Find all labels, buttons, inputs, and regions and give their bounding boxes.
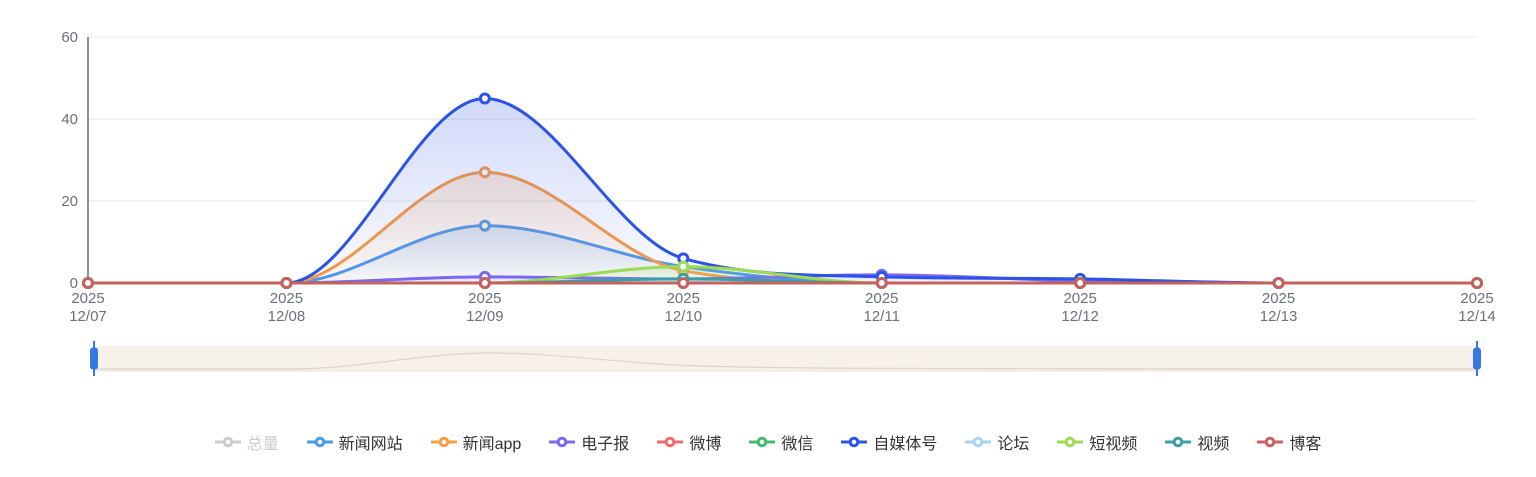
datazoom-right-handle[interactable]: [1473, 347, 1481, 370]
legend-line-icon: [749, 436, 776, 448]
legend-item-0[interactable]: 总量: [214, 430, 279, 454]
series-line-6: [86, 96, 1479, 285]
legend-item-3[interactable]: 电子报: [549, 430, 629, 454]
series-area-2: [88, 172, 1477, 283]
legend-label: 论坛: [997, 436, 1030, 453]
series-line-2: [86, 170, 1479, 285]
legend-label: 视频: [1197, 436, 1230, 453]
series-point-10[interactable]: [1272, 277, 1285, 289]
legend-label: 短视频: [1089, 436, 1138, 453]
series-area-6: [88, 98, 1477, 283]
x-tick-label: 2025 12/13: [1260, 290, 1298, 325]
legend-label: 微博: [689, 436, 722, 453]
legend-item-4[interactable]: 微博: [657, 430, 721, 454]
legend-line-icon: [430, 436, 457, 448]
legend-item-5[interactable]: 微信: [749, 430, 813, 454]
y-tick-label: 0: [70, 275, 78, 292]
series-point-8[interactable]: [677, 260, 690, 273]
series-point-10[interactable]: [875, 277, 888, 289]
legend-label: 博客: [1289, 436, 1322, 453]
series-point-6[interactable]: [478, 92, 491, 105]
legend-line-icon: [657, 436, 684, 448]
legend-line-icon: [965, 436, 992, 448]
legend-label: 新闻网站: [338, 436, 403, 453]
chart-legend: 总量 新闻网站 新闻app 电子报 微博 微信 自媒体号 论坛 短视频 视频 博客: [0, 426, 1536, 458]
y-tick-label: 20: [61, 193, 78, 210]
legend-item-6[interactable]: 自媒体号: [841, 430, 937, 454]
series-point-10[interactable]: [82, 277, 94, 289]
legend-line-icon: [306, 436, 333, 448]
x-tick-label: 2025 12/10: [665, 290, 703, 325]
x-tick-label: 2025 12/14: [1458, 290, 1496, 325]
legend-line-icon: [841, 436, 868, 448]
legend-item-8[interactable]: 短视频: [1057, 430, 1137, 454]
legend-line-icon: [214, 436, 241, 448]
y-tick-label: 40: [61, 111, 78, 128]
legend-label: 电子报: [581, 436, 630, 453]
legend-label: 自媒体号: [873, 436, 938, 453]
chart-canvas: 0 20 40 60 2025 12/07 2025 12/08 2025 12/09 2025 12…: [61, 29, 1496, 376]
legend-line-icon: [1257, 436, 1284, 448]
series-point-10[interactable]: [478, 277, 491, 289]
datazoom-track[interactable]: [94, 346, 1477, 371]
legend-line-icon: [1057, 436, 1084, 448]
legend-item-10[interactable]: 博客: [1257, 430, 1321, 454]
datazoom-left-handle[interactable]: [90, 347, 98, 370]
legend-line-icon: [549, 436, 576, 448]
legend-label: 新闻app: [462, 436, 522, 453]
datazoom-shadow: [94, 352, 1477, 370]
legend-item-1[interactable]: 新闻网站: [306, 430, 403, 454]
x-tick-label: 2025 12/07: [69, 290, 107, 325]
legend-label: 总量: [246, 436, 279, 453]
legend-label: 微信: [781, 436, 814, 453]
legend-line-icon: [1165, 436, 1192, 448]
x-tick-label: 2025 12/12: [1061, 290, 1099, 325]
series-point-10[interactable]: [1471, 277, 1483, 289]
series-point-10[interactable]: [677, 277, 690, 289]
x-tick-label: 2025 12/08: [268, 290, 306, 325]
legend-item-2[interactable]: 新闻app: [430, 430, 522, 454]
legend-item-9[interactable]: 视频: [1165, 430, 1229, 454]
y-tick-label: 60: [61, 29, 78, 46]
legend-item-7[interactable]: 论坛: [965, 430, 1029, 454]
x-tick-label: 2025 12/11: [863, 290, 899, 325]
series-point-10[interactable]: [280, 277, 293, 289]
x-tick-label: 2025 12/09: [466, 290, 504, 325]
series-point-10[interactable]: [1074, 277, 1087, 289]
